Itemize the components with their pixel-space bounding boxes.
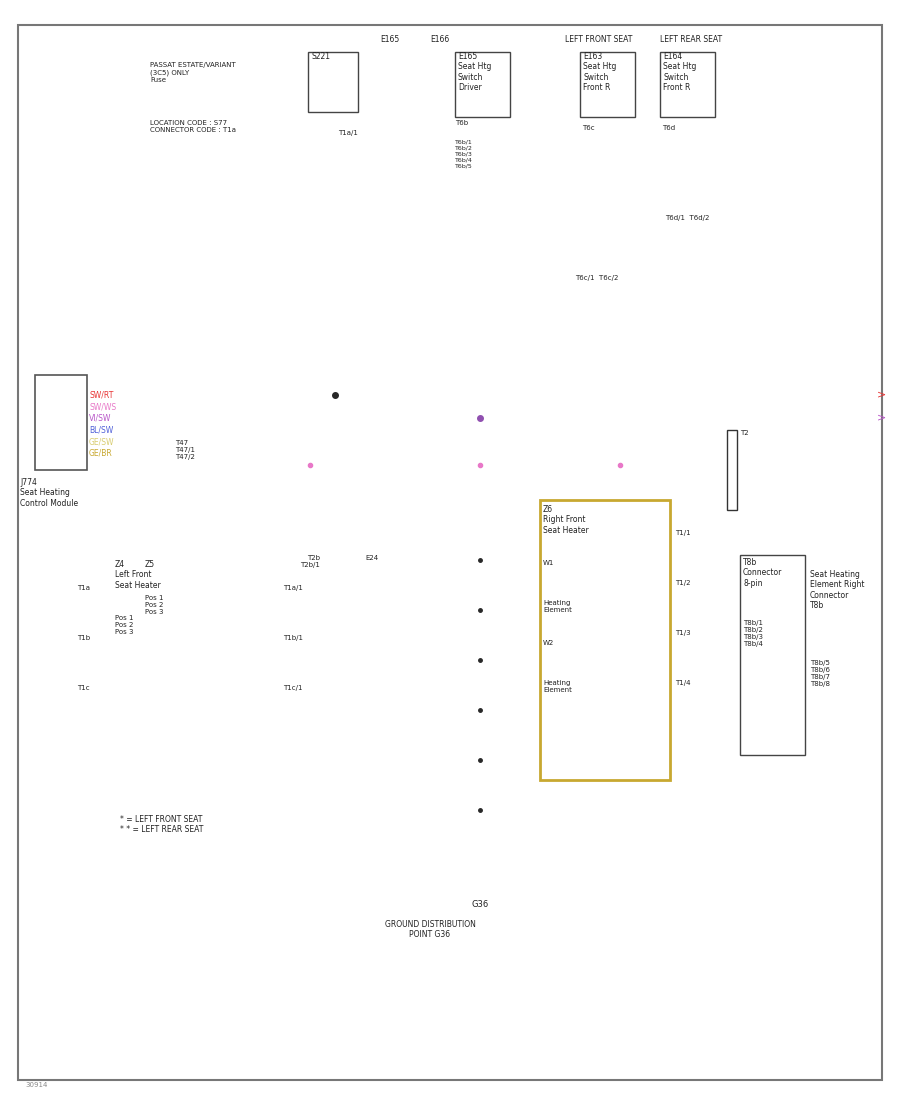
Text: BL/SW: BL/SW <box>89 426 113 434</box>
Text: T47
T47/1
T47/2: T47 T47/1 T47/2 <box>175 440 195 460</box>
Text: T6c/1  T6c/2: T6c/1 T6c/2 <box>575 275 618 280</box>
Text: SW/RT: SW/RT <box>89 390 113 399</box>
Text: LEFT REAR SEAT: LEFT REAR SEAT <box>660 35 722 44</box>
Text: J774
Seat Heating
Control Module: J774 Seat Heating Control Module <box>20 478 78 508</box>
Bar <box>727 430 737 510</box>
Text: T6b/1
T6b/2
T6b/3
T6b/4
T6b/5: T6b/1 T6b/2 T6b/3 T6b/4 T6b/5 <box>455 140 472 168</box>
Text: T8b
Connector
8-pin: T8b Connector 8-pin <box>743 558 782 587</box>
Text: T1a/1: T1a/1 <box>283 585 303 591</box>
Text: T1/2: T1/2 <box>675 580 690 586</box>
Text: W2: W2 <box>543 640 554 646</box>
Text: PASSAT ESTATE/VARIANT
(3C5) ONLY
Fuse: PASSAT ESTATE/VARIANT (3C5) ONLY Fuse <box>150 62 236 82</box>
Text: W1: W1 <box>543 560 554 566</box>
Text: Pos 1
Pos 2
Pos 3: Pos 1 Pos 2 Pos 3 <box>145 595 164 615</box>
Text: T8b/1
T8b/2
T8b/3
T8b/4: T8b/1 T8b/2 T8b/3 T8b/4 <box>743 620 763 647</box>
Text: GROUND DISTRIBUTION
POINT G36: GROUND DISTRIBUTION POINT G36 <box>384 920 475 939</box>
Text: Pos 1
Pos 2
Pos 3: Pos 1 Pos 2 Pos 3 <box>115 615 133 635</box>
Text: G36: G36 <box>472 900 489 909</box>
Text: Seat Heating
Element Right
Connector
T8b: Seat Heating Element Right Connector T8b <box>810 570 865 611</box>
Bar <box>660 52 715 117</box>
Text: Z6
Right Front
Seat Heater: Z6 Right Front Seat Heater <box>543 505 589 535</box>
Text: >: > <box>877 389 886 399</box>
Bar <box>540 500 670 780</box>
Bar <box>740 556 805 755</box>
Text: VI/SW: VI/SW <box>89 414 112 422</box>
Text: E165
Seat Htg
Switch
Driver: E165 Seat Htg Switch Driver <box>458 52 491 92</box>
Text: Z4
Left Front
Seat Heater: Z4 Left Front Seat Heater <box>115 560 161 590</box>
Text: T2: T2 <box>740 430 749 436</box>
Text: SW/WS: SW/WS <box>89 403 116 411</box>
Bar <box>580 52 635 117</box>
Text: >: > <box>877 412 886 422</box>
Text: T1/1: T1/1 <box>675 530 690 536</box>
Text: T1/4: T1/4 <box>675 680 690 686</box>
Text: T1c/1: T1c/1 <box>283 685 302 691</box>
Text: T6c: T6c <box>582 125 595 131</box>
Text: T1b: T1b <box>76 635 90 641</box>
Text: E166: E166 <box>430 35 449 44</box>
Text: GE/BR: GE/BR <box>89 449 112 458</box>
Text: GE/SW: GE/SW <box>89 438 114 447</box>
Text: Z5: Z5 <box>145 560 155 569</box>
Text: LOCATION CODE : S77
CONNECTOR CODE : T1a: LOCATION CODE : S77 CONNECTOR CODE : T1a <box>150 120 236 133</box>
Text: T2b
T2b/1: T2b T2b/1 <box>300 556 320 568</box>
Bar <box>455 52 510 117</box>
Text: Heating
Element: Heating Element <box>543 600 572 613</box>
Text: 30914: 30914 <box>25 1082 48 1088</box>
Text: T6d/1  T6d/2: T6d/1 T6d/2 <box>665 214 709 221</box>
Text: * = LEFT FRONT SEAT
* * = LEFT REAR SEAT: * = LEFT FRONT SEAT * * = LEFT REAR SEAT <box>120 815 203 835</box>
Text: E165: E165 <box>380 35 400 44</box>
Text: S221: S221 <box>312 52 331 60</box>
Text: T6b: T6b <box>455 120 468 127</box>
Text: E164
Seat Htg
Switch
Front R: E164 Seat Htg Switch Front R <box>663 52 697 92</box>
Text: T6d: T6d <box>662 125 675 131</box>
Text: T8b/5
T8b/6
T8b/7
T8b/8: T8b/5 T8b/6 T8b/7 T8b/8 <box>810 660 830 688</box>
Text: E24: E24 <box>365 556 378 561</box>
Text: Heating
Element: Heating Element <box>543 680 572 693</box>
Text: E163
Seat Htg
Switch
Front R: E163 Seat Htg Switch Front R <box>583 52 617 92</box>
Text: T1/3: T1/3 <box>675 630 690 636</box>
Text: T1a/1: T1a/1 <box>338 130 358 136</box>
Bar <box>35 375 87 470</box>
Text: T1b/1: T1b/1 <box>283 635 303 641</box>
Text: T1c: T1c <box>77 685 90 691</box>
Bar <box>308 52 358 112</box>
Text: LEFT FRONT SEAT: LEFT FRONT SEAT <box>565 35 633 44</box>
Text: T1a: T1a <box>77 585 90 591</box>
